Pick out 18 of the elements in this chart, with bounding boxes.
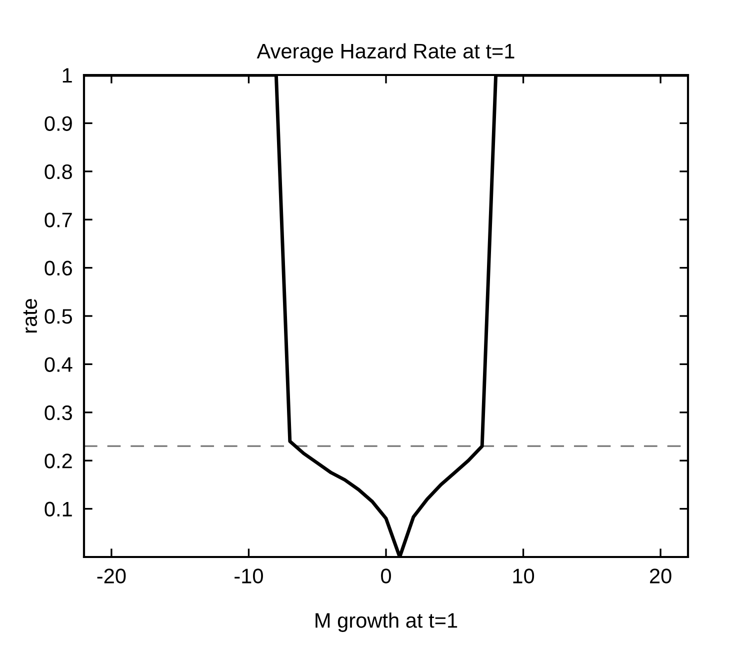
y-tick-label: 0.8	[44, 164, 72, 180]
y-tick-label: 0.5	[44, 309, 72, 324]
y-tick-label: 1	[62, 68, 72, 83]
y-tick-label: 0.6	[44, 260, 72, 276]
y-axis-title: rate	[23, 298, 38, 333]
y-tick-label: 0.4	[44, 357, 72, 372]
y-tick-label: 0.9	[44, 116, 72, 131]
x-tick-label: 20	[650, 568, 672, 584]
y-tick-label: 0.1	[44, 502, 72, 517]
chart-title: Average Hazard Rate at t=1	[256, 43, 514, 63]
x-tick-label: -20	[97, 568, 126, 584]
x-tick-label: 0	[381, 568, 391, 584]
x-tick-label: 10	[513, 568, 534, 584]
y-tick-label: 0.2	[44, 454, 72, 468]
y-tick-label: 0.3	[44, 405, 72, 420]
x-tick-label: -10	[234, 568, 263, 584]
y-tick-label: 0.7	[44, 212, 72, 228]
x-axis-title: M growth at t=1	[316, 612, 458, 632]
